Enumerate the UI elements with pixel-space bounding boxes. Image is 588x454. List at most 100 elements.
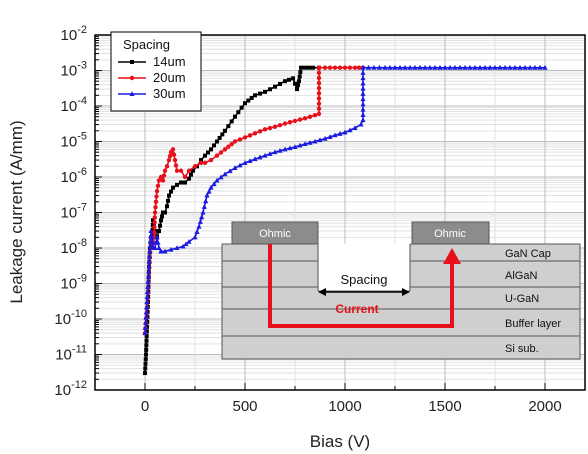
- data-point: [376, 64, 383, 70]
- data-point: [360, 85, 366, 91]
- data-point: [342, 65, 348, 70]
- data-point: [200, 209, 206, 215]
- data-point: [342, 129, 348, 135]
- data-point: [144, 294, 150, 299]
- data-point: [263, 89, 267, 94]
- data-point: [143, 309, 149, 315]
- data-point: [232, 165, 238, 170]
- legend-label: 14um: [153, 54, 186, 69]
- data-point: [297, 142, 303, 148]
- data-point: [154, 188, 160, 194]
- y-tick-label: 10-12: [54, 379, 87, 399]
- data-point: [262, 152, 268, 158]
- data-point: [295, 87, 299, 92]
- data-point: [297, 74, 302, 79]
- data-point: [327, 65, 333, 70]
- y-tick-label: 10-4: [61, 95, 87, 115]
- data-point: [152, 230, 157, 235]
- data-point: [297, 117, 303, 122]
- data-point: [522, 64, 528, 70]
- data-point: [167, 193, 171, 198]
- data-point: [527, 64, 533, 70]
- data-point: [170, 147, 176, 152]
- data-point: [174, 168, 180, 173]
- data-point: [155, 183, 161, 188]
- data-point: [307, 114, 313, 119]
- current-arrow-head: [443, 248, 461, 264]
- data-point: [160, 178, 166, 183]
- data-point: [189, 172, 193, 177]
- data-point: [316, 70, 322, 76]
- data-point: [292, 144, 298, 149]
- data-point: [166, 198, 170, 203]
- data-point: [397, 64, 403, 70]
- data-point: [229, 141, 234, 147]
- data-point: [201, 204, 207, 209]
- data-point: [226, 144, 231, 149]
- data-point: [153, 199, 159, 205]
- data-point: [272, 149, 278, 155]
- data-point: [222, 171, 228, 177]
- data-point: [160, 214, 164, 219]
- data-point: [168, 246, 174, 252]
- data-point: [178, 168, 184, 173]
- data-point: [182, 174, 188, 180]
- data-point: [246, 98, 251, 103]
- data-point: [209, 147, 213, 152]
- data-point: [155, 239, 161, 245]
- layer-si-sub: [221, 335, 581, 360]
- legend-title: Spacing: [123, 37, 170, 52]
- data-point: [191, 168, 195, 173]
- data-point: [144, 334, 149, 339]
- y-tick-label: 10-3: [61, 60, 87, 80]
- data-point: [203, 198, 209, 204]
- data-point: [143, 371, 147, 376]
- data-point: [299, 65, 303, 70]
- current-path: [268, 244, 454, 328]
- data-point: [237, 137, 243, 142]
- data-point: [392, 64, 398, 70]
- data-point: [337, 131, 343, 136]
- layer-label-u-gan: U-GaN: [505, 293, 539, 305]
- data-point: [237, 162, 243, 168]
- data-point: [179, 180, 183, 185]
- data-point: [172, 157, 178, 163]
- data-point: [287, 77, 291, 82]
- x-axis-title: Bias (V): [310, 432, 370, 451]
- data-point: [332, 65, 338, 70]
- data-point: [317, 137, 323, 143]
- data-point: [167, 153, 173, 159]
- data-point: [154, 234, 160, 240]
- data-point: [277, 147, 283, 153]
- data-point: [202, 160, 208, 166]
- data-point: [150, 227, 155, 232]
- data-point: [152, 210, 158, 215]
- data-point: [196, 223, 202, 229]
- data-point: [268, 87, 272, 92]
- y-tick-label: 10-11: [55, 344, 87, 364]
- series-30um: [142, 64, 548, 336]
- data-point: [208, 157, 214, 163]
- data-point: [149, 239, 155, 245]
- data-point: [144, 343, 149, 348]
- data-point: [144, 338, 149, 343]
- data-point: [358, 121, 364, 127]
- data-point: [442, 64, 448, 70]
- x-tick-label: 1500: [428, 398, 461, 415]
- data-point: [352, 125, 358, 131]
- y-tick-label: 10-2: [61, 24, 87, 44]
- layer-buffer: [221, 308, 581, 337]
- layer-label-si-sub: Si sub.: [505, 343, 539, 355]
- data-point: [532, 64, 538, 70]
- data-point: [360, 70, 366, 75]
- legend-box: [110, 31, 202, 112]
- data-point: [145, 273, 152, 279]
- data-point: [257, 154, 263, 160]
- data-point: [517, 64, 523, 70]
- data-point: [537, 64, 543, 70]
- data-point: [356, 65, 362, 70]
- data-point: [164, 164, 170, 169]
- data-point: [360, 80, 366, 86]
- data-point: [360, 91, 366, 96]
